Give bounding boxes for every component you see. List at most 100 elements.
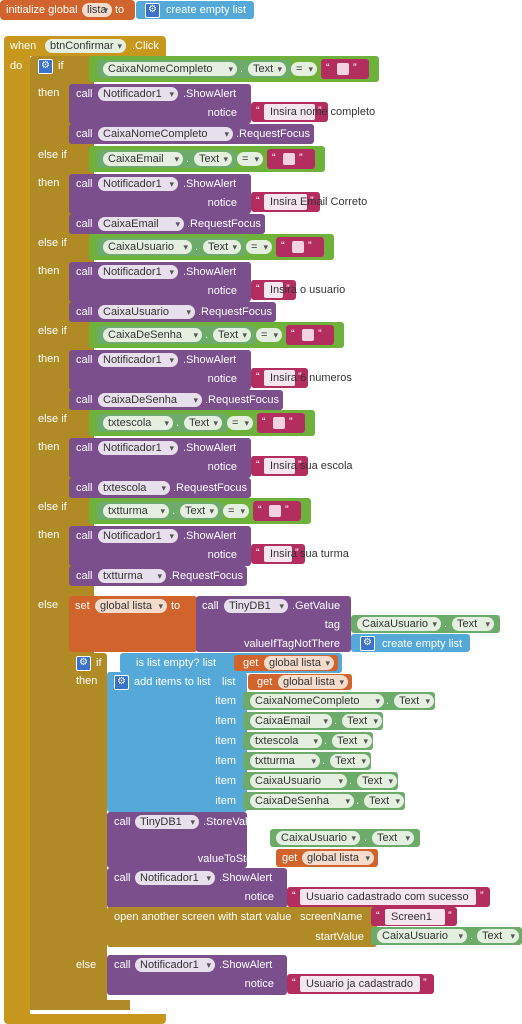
equals-dropdown[interactable]: =	[291, 62, 317, 76]
notificador-dropdown[interactable]: Notificador1	[98, 265, 178, 279]
field-dropdown[interactable]: txtescola	[103, 416, 173, 430]
prop-dropdown[interactable]: Text	[213, 328, 251, 342]
inner-if-label: if	[96, 657, 102, 669]
quote-open-icon: “	[376, 910, 380, 922]
item-prop-dropdown[interactable]: Text	[357, 774, 397, 788]
then-label: then	[38, 87, 60, 99]
prop-dropdown[interactable]: Text	[203, 240, 241, 254]
equals-dropdown[interactable]: =	[223, 504, 249, 518]
quote-close-icon: ”	[318, 105, 322, 117]
requestfocus-method: .RequestFocus	[236, 128, 310, 140]
alert-text[interactable]: Insira nome completo	[264, 104, 375, 120]
item-field-dropdown[interactable]: CaixaEmail	[250, 714, 332, 728]
field-dropdown[interactable]: txtturma	[103, 504, 169, 518]
notificador-dropdown[interactable]: Notificador1	[135, 871, 215, 885]
item-field-dropdown[interactable]: CaixaNomeCompleto	[250, 694, 384, 708]
startvalue-field-dropdown[interactable]: CaixaUsuario	[377, 929, 467, 943]
event-component-dropdown[interactable]: btnConfirmar	[45, 39, 126, 53]
prop-dropdown[interactable]: Text	[194, 152, 232, 166]
get-label: get	[282, 852, 298, 864]
focus-dropdown[interactable]: CaixaNomeCompleto	[98, 127, 233, 141]
focus-dropdown[interactable]: txtescola	[98, 481, 170, 495]
showalert-method: .ShowAlert	[183, 530, 237, 542]
alert-text[interactable]: Insira Email Correto	[264, 194, 367, 210]
notificador-dropdown[interactable]: Notificador1	[98, 353, 178, 367]
notificador-dropdown[interactable]: Notificador1	[135, 958, 215, 972]
tinydb-dropdown[interactable]: TinyDB1	[224, 599, 288, 613]
notificador-dropdown[interactable]: Notificador1	[98, 87, 178, 101]
event-name: .Click	[132, 40, 159, 52]
notificador-dropdown[interactable]: Notificador1	[98, 177, 178, 191]
tinydb-dropdown[interactable]: TinyDB1	[135, 815, 199, 829]
equals-dropdown[interactable]: =	[246, 240, 272, 254]
prop-dropdown[interactable]: Text	[180, 504, 218, 518]
add-items-block[interactable]	[107, 672, 247, 812]
item-field-dropdown[interactable]: txtturma	[250, 754, 320, 768]
item-field-dropdown[interactable]: txtescola	[250, 734, 322, 748]
init-var-dropdown[interactable]: lista	[82, 3, 112, 17]
focus-dropdown[interactable]: CaixaUsuario	[98, 305, 195, 319]
field-dropdown[interactable]: CaixaDeSenha	[103, 328, 202, 342]
empty-string[interactable]	[283, 153, 295, 165]
quote-open-icon: “	[292, 977, 296, 989]
item-field-dropdown[interactable]: CaixaDeSenha	[250, 794, 354, 808]
alert-text[interactable]: Insira sua escola	[264, 458, 353, 474]
item-prop-dropdown[interactable]: Text	[342, 714, 382, 728]
notificador-dropdown[interactable]: Notificador1	[98, 529, 178, 543]
item-prop-dropdown[interactable]: Text	[364, 794, 404, 808]
get-var-dropdown[interactable]: global lista	[302, 851, 374, 865]
prop-dropdown[interactable]: Text	[248, 62, 286, 76]
if-gear-icon[interactable]: ⚙	[38, 59, 53, 74]
vif-empty-list-block[interactable]	[351, 634, 470, 652]
empty-string[interactable]	[269, 505, 281, 517]
item-field-dropdown[interactable]: CaixaUsuario	[250, 774, 347, 788]
startvalue-prop-dropdown[interactable]: Text	[477, 929, 519, 943]
call-label: call	[76, 482, 93, 494]
inner-if-block[interactable]	[69, 653, 107, 1005]
empty-string[interactable]	[292, 241, 304, 253]
prop-dropdown[interactable]: Text	[184, 416, 222, 430]
set-var-dropdown[interactable]: global lista	[95, 599, 167, 613]
call-label: call	[76, 178, 93, 190]
showalert-method: .ShowAlert	[219, 872, 273, 884]
field-dropdown[interactable]: CaixaEmail	[103, 152, 183, 166]
get-var-dropdown[interactable]: global lista	[278, 675, 348, 689]
focus-dropdown[interactable]: CaixaEmail	[98, 217, 184, 231]
success-text[interactable]: Usuario cadastrado com sucesso	[300, 889, 476, 905]
equals-dropdown[interactable]: =	[256, 328, 282, 342]
inner-if-gear-icon[interactable]: ⚙	[76, 656, 91, 671]
store-tag-prop-dropdown[interactable]: Text	[372, 831, 414, 845]
fail-text[interactable]: Usuario ja cadastrado	[300, 976, 420, 992]
equals-dropdown[interactable]: =	[237, 152, 263, 166]
call-label: call	[202, 600, 219, 612]
alert-text[interactable]: Insira 6 numeros	[264, 370, 352, 386]
alert-text[interactable]: Insira sua turma	[264, 546, 349, 562]
gear-icon[interactable]: ⚙	[360, 636, 375, 651]
tag-field-dropdown[interactable]: CaixaUsuario	[357, 617, 441, 631]
set-label: set	[75, 600, 90, 612]
notificador-dropdown[interactable]: Notificador1	[98, 441, 178, 455]
gear-icon[interactable]: ⚙	[114, 675, 129, 690]
alert-text[interactable]: Insira o usuario	[264, 282, 345, 298]
empty-string[interactable]	[302, 329, 314, 341]
focus-dropdown[interactable]: txtturma	[98, 569, 166, 583]
tag-prop-dropdown[interactable]: Text	[452, 617, 494, 631]
field-dropdown[interactable]: CaixaNomeCompleto	[103, 62, 237, 76]
item-prop-dropdown[interactable]: Text	[394, 694, 434, 708]
equals-dropdown[interactable]: =	[227, 416, 253, 430]
dot: .	[364, 832, 368, 844]
requestfocus-method: .RequestFocus	[169, 570, 243, 582]
empty-string[interactable]	[273, 417, 285, 429]
get-var-dropdown[interactable]: global lista	[264, 656, 334, 670]
create-empty-list-block[interactable]	[136, 1, 254, 19]
open-screen-block[interactable]	[107, 907, 377, 947]
startvalue-label: startValue	[315, 931, 364, 943]
field-dropdown[interactable]: CaixaUsuario	[103, 240, 192, 254]
empty-string[interactable]	[337, 63, 349, 75]
gear-icon[interactable]: ⚙	[145, 3, 160, 18]
item-prop-dropdown[interactable]: Text	[330, 754, 370, 768]
item-prop-dropdown[interactable]: Text	[332, 734, 372, 748]
store-tag-field-dropdown[interactable]: CaixaUsuario	[276, 831, 360, 845]
screen-text[interactable]: Screen1	[385, 909, 445, 925]
focus-dropdown[interactable]: CaixaDeSenha	[98, 393, 202, 407]
